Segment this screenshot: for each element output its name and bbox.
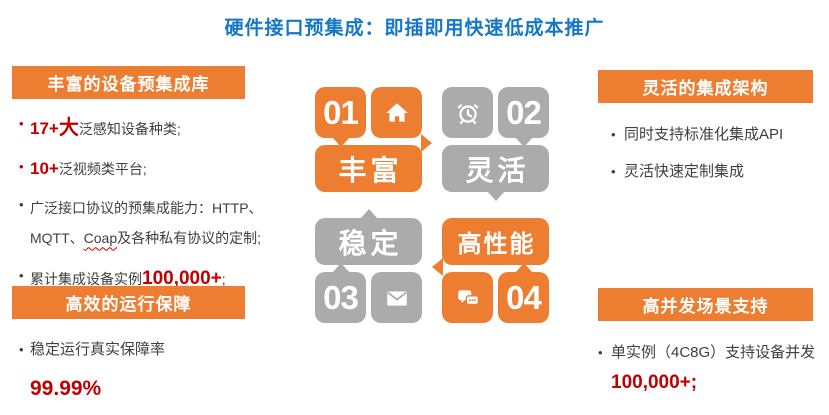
chat-bubbles-icon: [442, 272, 493, 323]
integration-architecture-list: 同时支持标准化集成API 灵活快速定制集成: [598, 123, 822, 184]
item-pre-text: 累计集成设备实例: [30, 271, 142, 288]
item-pre-text: 稳定运行真实保障率: [30, 341, 166, 358]
list-item-text: 同时支持标准化集成API: [624, 126, 784, 143]
feature-word-stable: 稳定: [315, 209, 422, 265]
feature-group-high-performance: 高性能 04: [432, 218, 549, 323]
bullet-dot: [598, 123, 624, 147]
section-header-integration-architecture: 灵活的集成架构: [598, 70, 813, 103]
bullet-dot: [598, 340, 611, 400]
emphasis-char: 大: [58, 117, 79, 139]
number-tile-01: 01: [315, 87, 366, 147]
right-panel: 灵活的集成架构 同时支持标准化集成API 灵活快速定制集成 高并发场景支持 单实…: [598, 70, 822, 415]
left-panel: 丰富的设备预集成库 17+大泛感知设备种类; 10+泛视频类平台; 广泛接口协议…: [12, 66, 280, 415]
list-item-protocols: 广泛接口协议的预集成能力：HTTP、MQTT、Coap及各种私有协议的定制;: [12, 193, 274, 253]
envelope-icon: [371, 272, 422, 323]
tile-row: 04: [442, 263, 549, 323]
feature-word-high-performance: 高性能: [432, 218, 549, 276]
bullet-dot: [12, 193, 30, 253]
section-header-operation-guarantee: 高效的运行保障: [12, 286, 245, 319]
feature-group-rich: 01 丰富: [315, 87, 432, 192]
item-pre-text: 广泛接口协议的预集成能力：HTTP、MQTT、: [30, 200, 263, 247]
page-title: 硬件接口预集成：即插即用快速低成本推广: [224, 18, 605, 39]
list-item-text: 单实例（4C8G）支持设备并发 100,000+;: [611, 340, 820, 400]
item-rest-text: 泛视频类平台;: [58, 161, 147, 177]
list-item-video-platforms: 10+泛视频类平台;: [12, 155, 274, 182]
feature-word-rich: 丰富: [315, 134, 432, 192]
list-item-text: 广泛接口协议的预集成能力：HTTP、MQTT、Coap及各种私有协议的定制;: [30, 193, 274, 253]
house-icon: [371, 87, 422, 138]
tile-row: 03: [315, 263, 422, 323]
emphasis-number: 17+: [30, 119, 59, 138]
feature-group-stable: 稳定 03: [315, 209, 422, 323]
number-tile-03: 03: [315, 263, 366, 323]
list-item-text: 灵活快速定制集成: [624, 163, 745, 180]
list-item-sensor-types: 17+大泛感知设备种类;: [12, 112, 274, 144]
item-pre-text: 单实例（4C8G）支持设备并发: [611, 344, 816, 361]
list-item-device-instances: 累计集成设备实例100,000+;: [12, 264, 274, 294]
feature-group-flexible: 02 灵活: [442, 87, 549, 201]
list-item-concurrency: 单实例（4C8G）支持设备并发 100,000+;: [598, 340, 820, 400]
emphasis-percentage: 99.99%: [30, 377, 102, 400]
bullet-dot: [12, 112, 30, 144]
list-item-custom-integration: 灵活快速定制集成: [598, 160, 822, 184]
item-post-text: ;: [221, 271, 226, 288]
section-header-device-library: 丰富的设备预集成库: [12, 66, 245, 99]
emphasis-number: 10+: [30, 159, 59, 178]
bullet-dot: [12, 155, 30, 182]
tile-row: 02: [442, 87, 549, 147]
device-library-list: 17+大泛感知设备种类; 10+泛视频类平台; 广泛接口协议的预集成能力：HTT…: [12, 112, 274, 295]
item-rest-text: 泛感知设备种类;: [78, 121, 181, 137]
spellcheck-underlined-word: Coap: [83, 230, 118, 247]
bullet-dot: [12, 338, 30, 406]
list-item-uptime: 稳定运行真实保障率 99.99%: [12, 338, 165, 406]
feature-word-flexible: 灵活: [442, 145, 549, 201]
list-item-text: 稳定运行真实保障率 99.99%: [30, 338, 165, 406]
number-tile-02: 02: [498, 87, 549, 147]
tile-row: 01: [315, 87, 422, 147]
emphasis-number: 100,000+;: [611, 372, 698, 394]
list-item-text: 17+大泛感知设备种类;: [30, 112, 274, 144]
alarm-clock-icon: [442, 87, 493, 138]
list-item-standard-api: 同时支持标准化集成API: [598, 123, 822, 147]
list-item-text: 累计集成设备实例100,000+;: [30, 264, 274, 294]
list-item-text: 10+泛视频类平台;: [30, 155, 274, 182]
number-tile-04: 04: [498, 263, 549, 323]
bullet-dot: [598, 160, 624, 184]
item-post-text: 及各种私有协议的定制;: [117, 230, 262, 247]
section-header-high-concurrency: 高并发场景支持: [598, 288, 813, 321]
emphasis-number: 100,000+: [142, 268, 222, 290]
feature-diagram: 01 丰富 02 灵活: [315, 87, 549, 323]
